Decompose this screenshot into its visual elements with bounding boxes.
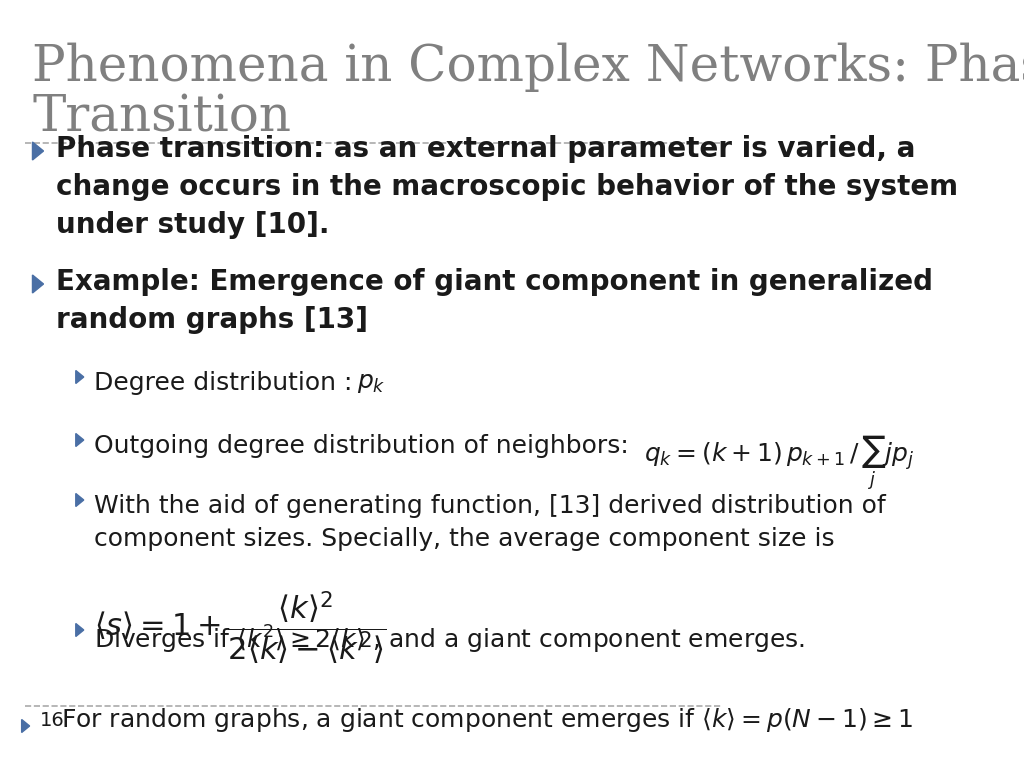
Text: $\langle s \rangle = 1 + \dfrac{\langle k \rangle^2}{2\langle k \rangle - \langl: $\langle s \rangle = 1 + \dfrac{\langle … xyxy=(94,590,386,667)
Text: Phenomena in Complex Networks: Phase: Phenomena in Complex Networks: Phase xyxy=(33,43,1024,92)
Polygon shape xyxy=(33,142,44,160)
Text: Transition: Transition xyxy=(33,93,292,142)
Polygon shape xyxy=(76,624,84,637)
Text: $q_k = (k+1)\,p_{k+1}\,/\,\sum_j j p_j$: $q_k = (k+1)\,p_{k+1}\,/\,\sum_j j p_j$ xyxy=(644,434,914,494)
Polygon shape xyxy=(22,720,30,733)
Text: Example: Emergence of giant component in generalized
random graphs [13]: Example: Emergence of giant component in… xyxy=(55,268,933,334)
Text: With the aid of generating function, [13] derived distribution of
component size: With the aid of generating function, [13… xyxy=(94,494,886,551)
Polygon shape xyxy=(76,433,84,446)
Text: Diverges if $\langle k^2 \rangle \geq 2\langle k \rangle$ , and a giant componen: Diverges if $\langle k^2 \rangle \geq 2\… xyxy=(94,624,805,656)
Text: Outgoing degree distribution of neighbors:: Outgoing degree distribution of neighbor… xyxy=(94,434,637,458)
Polygon shape xyxy=(33,275,44,293)
Text: $p_k$: $p_k$ xyxy=(357,371,386,395)
Text: Degree distribution :: Degree distribution : xyxy=(94,371,360,395)
Text: For random graphs, a giant component emerges if $\langle k \rangle = p(N-1) \geq: For random graphs, a giant component eme… xyxy=(61,706,913,734)
Text: Phase transition: as an external parameter is varied, a
change occurs in the mac: Phase transition: as an external paramet… xyxy=(55,135,957,239)
Polygon shape xyxy=(76,494,84,507)
Text: 16: 16 xyxy=(40,710,65,730)
Polygon shape xyxy=(76,370,84,383)
